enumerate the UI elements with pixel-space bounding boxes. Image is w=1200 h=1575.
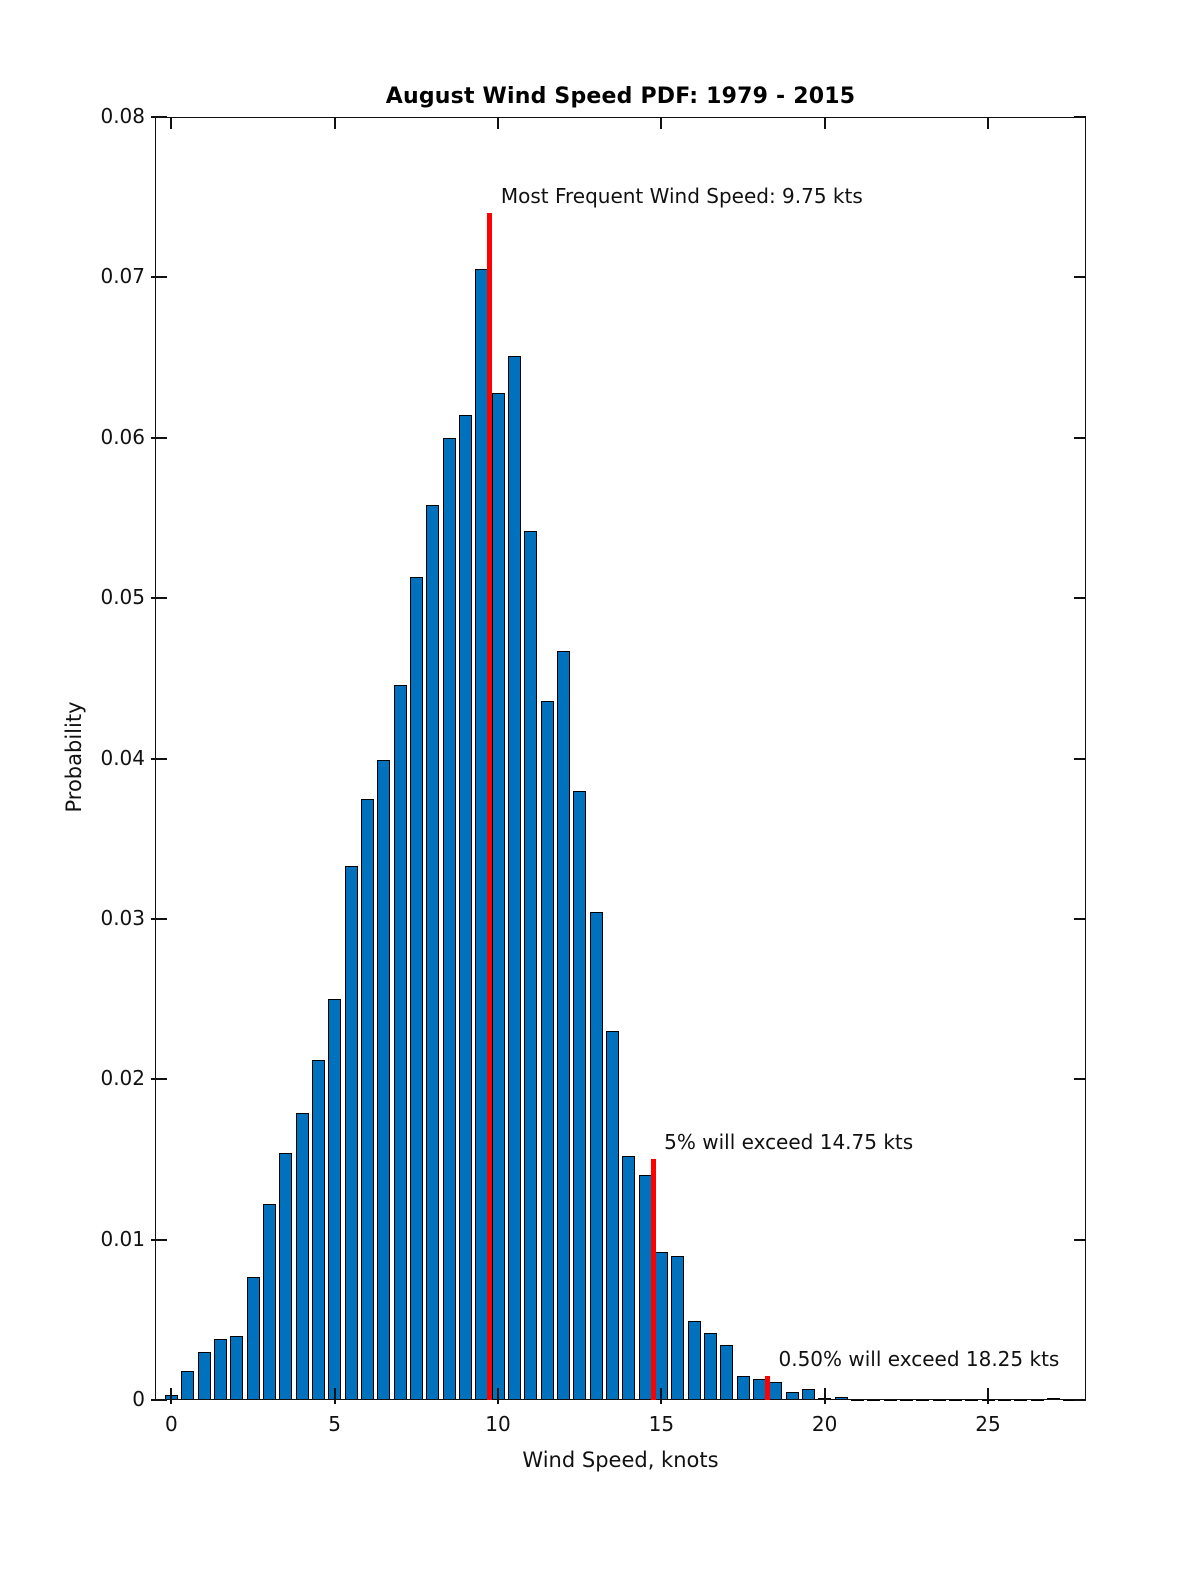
y-tick-right bbox=[1074, 436, 1086, 439]
x-tick bbox=[333, 1388, 336, 1404]
y-tick-right bbox=[1074, 917, 1086, 920]
y-tick bbox=[151, 917, 167, 920]
x-tick-top bbox=[660, 117, 663, 129]
x-tick bbox=[497, 1388, 499, 1404]
y-tick-right bbox=[1074, 1399, 1086, 1401]
y-tick-label: 0.04 bbox=[100, 745, 145, 770]
y-tick bbox=[151, 1078, 167, 1081]
x-tick bbox=[660, 1388, 663, 1404]
y-tick bbox=[151, 597, 167, 600]
x-axis-label: Wind Speed, knots bbox=[522, 1448, 719, 1472]
x-tick-label: 25 bbox=[975, 1412, 1001, 1436]
y-tick bbox=[151, 276, 167, 279]
y-tick-label: 0.02 bbox=[100, 1066, 145, 1091]
x-tick-top bbox=[823, 117, 826, 129]
x-tick-top bbox=[987, 117, 989, 129]
x-tick bbox=[170, 1388, 173, 1404]
y-tick-right bbox=[1074, 1238, 1086, 1241]
y-tick-right bbox=[1074, 116, 1086, 118]
threshold-line bbox=[650, 1159, 656, 1400]
y-tick bbox=[151, 436, 167, 439]
y-tick-right bbox=[1074, 276, 1086, 279]
annotation-most-frequent-wind-speed: Most Frequent Wind Speed: 9.75 kts bbox=[500, 184, 863, 209]
x-tick-top bbox=[497, 117, 499, 129]
chart-title: August Wind Speed PDF: 1979 - 2015 bbox=[385, 84, 856, 109]
y-tick bbox=[151, 757, 167, 760]
x-tick-label: 15 bbox=[648, 1412, 675, 1436]
y-tick-right bbox=[1074, 757, 1086, 760]
y-tick-label: 0.08 bbox=[100, 104, 145, 128]
x-tick-top bbox=[333, 117, 336, 129]
x-tick bbox=[823, 1388, 826, 1404]
y-tick bbox=[151, 1399, 167, 1401]
y-tick-label: 0.01 bbox=[100, 1226, 145, 1251]
annotation-5-percent-exceed: 5% will exceed 14.75 kts bbox=[664, 1130, 914, 1155]
y-tick-right bbox=[1074, 597, 1086, 600]
x-tick-label: 5 bbox=[328, 1412, 342, 1436]
x-tick bbox=[987, 1388, 989, 1404]
annotation-0p50-percent-exceed: 0.50% will exceed 18.25 kts bbox=[778, 1346, 1060, 1371]
plot-box-border bbox=[155, 117, 1086, 1400]
y-tick-label: 0.03 bbox=[100, 905, 145, 930]
y-tick-label: 0 bbox=[132, 1387, 145, 1411]
x-tick-label: 0 bbox=[164, 1412, 178, 1436]
y-tick bbox=[151, 1238, 167, 1241]
y-tick-label: 0.05 bbox=[100, 585, 145, 610]
x-tick-top bbox=[170, 117, 173, 129]
threshold-line bbox=[487, 213, 493, 1400]
threshold-line bbox=[765, 1375, 770, 1400]
x-tick-label: 20 bbox=[811, 1412, 838, 1436]
y-tick-label: 0.07 bbox=[100, 264, 145, 289]
y-tick-right bbox=[1074, 1078, 1086, 1081]
y-tick-label: 0.06 bbox=[100, 424, 145, 449]
y-tick bbox=[151, 116, 167, 118]
x-tick-label: 10 bbox=[485, 1412, 511, 1436]
